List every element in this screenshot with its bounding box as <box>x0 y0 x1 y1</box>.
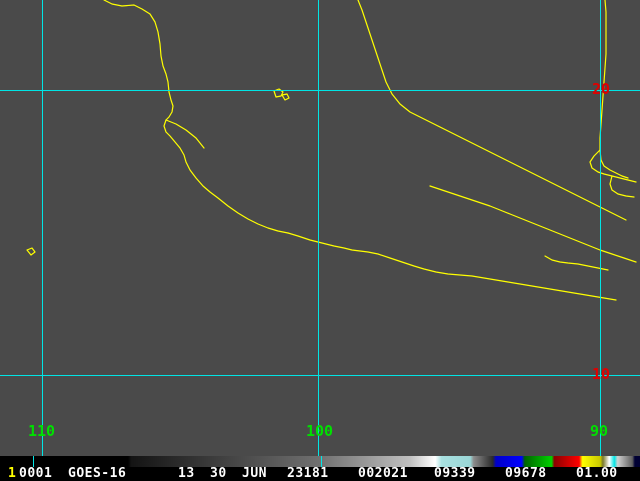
satellite-name: GOES-16 <box>68 466 127 481</box>
longitude-label-90: 90 <box>590 422 609 440</box>
color-bar-tick-right <box>321 456 322 467</box>
julian-datestamp: 23181 <box>287 466 329 481</box>
gridline-longitude-90 <box>600 0 601 456</box>
resolution-value: 01.00 <box>576 466 618 481</box>
satellite-image-panel: 110 100 90 20 10 <box>0 0 640 456</box>
status-text-strip: 1 0001 GOES-16 13 30 JUN 23181 002021 09… <box>0 467 640 480</box>
coastline-overlay <box>26 0 637 301</box>
gridline-longitude-110 <box>42 0 43 456</box>
day-of-month: 30 <box>210 466 227 481</box>
frame-number: 1 <box>8 466 17 481</box>
gridline-longitude-100 <box>318 0 319 456</box>
gridline-latitude-20 <box>0 90 640 91</box>
latitude-label-10: 10 <box>592 365 611 383</box>
color-bar-gradient <box>0 456 640 467</box>
infrared-satellite-image <box>0 0 640 456</box>
dataset-id: 0001 <box>19 466 53 481</box>
latitude-label-20: 20 <box>592 80 611 98</box>
longitude-label-100: 100 <box>306 422 334 440</box>
longitude-label-110: 110 <box>28 422 56 440</box>
color-bar-tick-left <box>33 456 34 467</box>
element-coordinate: 09678 <box>505 466 547 481</box>
enhancement-color-bar <box>0 456 640 467</box>
line-coordinate: 09339 <box>434 466 476 481</box>
band-number: 13 <box>178 466 195 481</box>
gridline-latitude-10 <box>0 375 640 376</box>
month-name: JUN <box>242 466 267 481</box>
observation-time: 002021 <box>358 466 408 481</box>
